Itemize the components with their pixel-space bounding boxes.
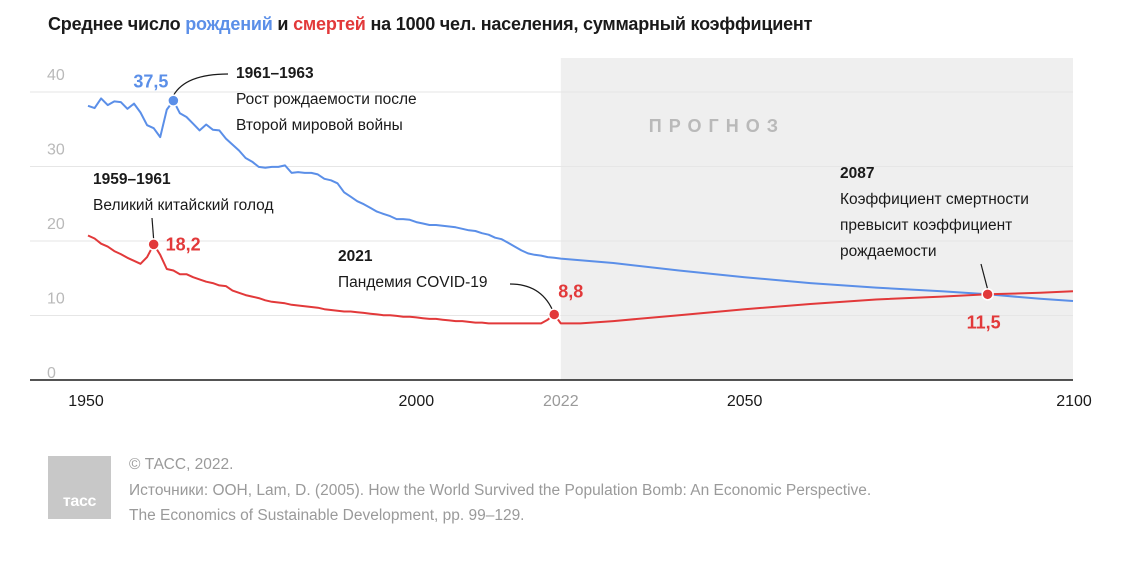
title-prefix: Среднее число bbox=[48, 14, 186, 34]
crossover-annotation-line-2: превысит коэффициент bbox=[840, 217, 1012, 234]
famine-value-label: 18,2 bbox=[166, 234, 201, 254]
crossover-annotation-line-3: рождаемости bbox=[840, 243, 937, 260]
famine-annotation-line-1: Великий китайский голод bbox=[93, 197, 273, 214]
covid-value-label: 8,8 bbox=[558, 281, 583, 301]
x-tick-2050: 2050 bbox=[727, 393, 763, 410]
annotations: 37,5 1961–1963 Рост рождаемости после Второ… bbox=[93, 65, 1029, 332]
forecast-label: ПРОГНОЗ bbox=[649, 116, 785, 136]
tass-logo: тасс bbox=[48, 456, 111, 519]
births-peak-value-label: 37,5 bbox=[133, 72, 168, 92]
births-peak-marker bbox=[167, 94, 180, 107]
title-suffix: на 1000 чел. населения, суммарный коэффи… bbox=[365, 14, 813, 34]
famine-marker bbox=[147, 238, 160, 251]
title-deaths: смертей bbox=[293, 14, 366, 34]
famine-leader bbox=[151, 217, 155, 240]
y-tick-40: 40 bbox=[47, 67, 65, 84]
births-peak-leader bbox=[172, 73, 229, 96]
crossover-leader bbox=[980, 263, 989, 290]
y-tick-0: 0 bbox=[47, 365, 56, 382]
grid-lines bbox=[30, 91, 1073, 316]
births-peak-annotation-line-2: Второй мировой войны bbox=[236, 117, 403, 134]
x-tick-2022: 2022 bbox=[543, 393, 579, 410]
covid-annotation-line-1: Пандемия COVID-19 bbox=[338, 274, 488, 291]
crossover-marker bbox=[981, 288, 994, 301]
title-middle: и bbox=[272, 14, 294, 34]
births-peak-annotation-line-1: Рост рождаемости после bbox=[236, 91, 417, 108]
covid-annotation-title: 2021 bbox=[338, 248, 373, 265]
x-tick-1950: 1950 bbox=[68, 393, 104, 410]
deaths-line bbox=[87, 234, 1074, 325]
copyright: © ТАСС, 2022. bbox=[129, 456, 234, 473]
title-births: рождений bbox=[185, 14, 273, 34]
y-tick-10: 10 bbox=[47, 291, 65, 308]
y-tick-20: 20 bbox=[47, 216, 65, 233]
covid-marker bbox=[547, 308, 561, 321]
births-line bbox=[87, 97, 1074, 302]
y-axis: 0 10 20 30 40 bbox=[47, 67, 65, 382]
sources-line-1: Источники: ООН, Lam, D. (2005). How the … bbox=[129, 481, 872, 499]
crossover-annotation-title: 2087 bbox=[840, 165, 874, 182]
footer: тасс © ТАСС, 2022. Источники: ООН, Lam, … bbox=[48, 456, 871, 529]
y-tick-30: 30 bbox=[47, 142, 65, 159]
sources-line-2: The Economics of Sustainable Development… bbox=[129, 507, 525, 524]
crossover-annotation-line-1: Коэффициент смертности bbox=[840, 191, 1029, 208]
footer-text: © ТАСС, 2022. Источники: ООН, Lam, D. (2… bbox=[129, 452, 871, 529]
forecast-area bbox=[560, 58, 1073, 380]
series-lines bbox=[87, 97, 1074, 325]
line-chart: ПРОГНОЗ 0 10 20 30 40 1950 2000 2022 2050 2100 3… bbox=[30, 58, 1092, 410]
logo-text: тасс bbox=[62, 493, 97, 510]
chart-title: Среднее число рождений и смертей на 1000… bbox=[48, 14, 812, 35]
births-peak-annotation-title: 1961–1963 bbox=[236, 65, 314, 82]
x-axis: 1950 2000 2022 2050 2100 bbox=[68, 393, 1092, 410]
x-tick-2000: 2000 bbox=[399, 393, 435, 410]
famine-annotation-title: 1959–1961 bbox=[93, 171, 171, 188]
x-tick-2100: 2100 bbox=[1056, 393, 1092, 410]
covid-leader bbox=[509, 283, 553, 310]
crossover-value-label: 11,5 bbox=[967, 312, 1001, 332]
